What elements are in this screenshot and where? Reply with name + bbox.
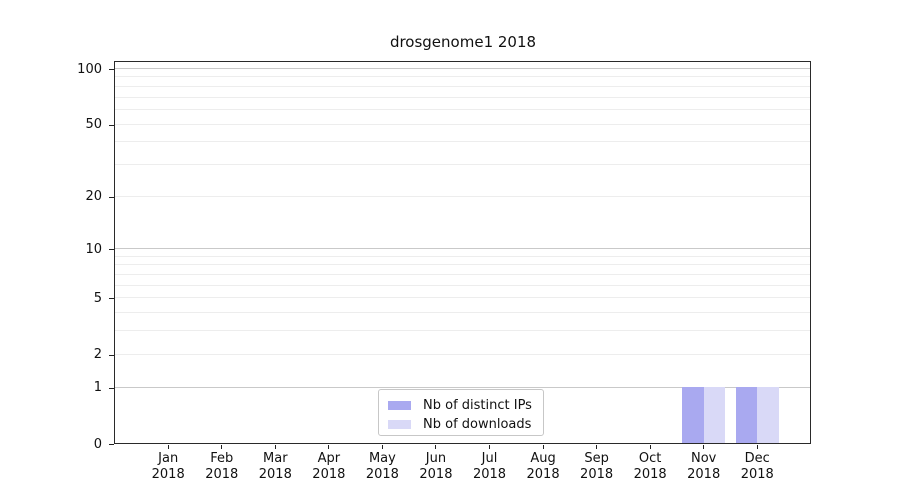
x-tick-label: May 2018 — [350, 451, 414, 483]
x-tick-month: Mar — [263, 451, 288, 466]
x-tick-mark — [274, 445, 276, 449]
legend: Nb of distinct IPs Nb of downloads — [378, 389, 544, 436]
minor-gridline — [115, 284, 810, 286]
x-tick-mark — [542, 445, 544, 449]
x-tick-month: Nov — [691, 451, 717, 466]
x-tick-mark — [328, 445, 330, 449]
y-tick-mark — [109, 444, 114, 445]
x-tick-label: Sep 2018 — [565, 451, 629, 483]
x-tick-year: 2018 — [580, 467, 614, 482]
x-tick-year: 2018 — [258, 467, 292, 482]
x-tick-year: 2018 — [687, 467, 721, 482]
bar-distinct-ips — [682, 386, 704, 443]
legend-label: Nb of downloads — [423, 417, 532, 432]
y-tick-label: 2 — [93, 347, 102, 363]
x-tick-mark — [167, 445, 169, 449]
major-gridline — [115, 248, 810, 250]
y-tick-label: 0 — [93, 436, 102, 452]
x-tick-year: 2018 — [365, 467, 399, 482]
x-tick-mark — [596, 445, 598, 449]
x-tick-year: 2018 — [633, 467, 667, 482]
x-tick-label: Feb 2018 — [190, 451, 254, 483]
x-tick-mark — [703, 445, 705, 449]
x-tick-month: May — [368, 451, 396, 466]
minor-gridline — [115, 353, 810, 355]
x-tick-month: Dec — [744, 451, 770, 466]
x-tick-month: Oct — [638, 451, 662, 466]
x-tick-label: Oct 2018 — [618, 451, 682, 483]
y-tick-label: 10 — [85, 241, 102, 257]
y-tick-label: 20 — [85, 189, 102, 205]
minor-gridline — [115, 297, 810, 299]
x-tick-label: Jan 2018 — [136, 451, 200, 483]
legend-item: Nb of distinct IPs — [388, 396, 535, 415]
minor-gridline — [115, 264, 810, 266]
minor-gridline — [115, 85, 810, 87]
y-tick-mark — [109, 196, 114, 198]
x-tick-label: Jul 2018 — [458, 451, 522, 483]
x-tick-label: Dec 2018 — [725, 451, 789, 483]
x-tick-mark — [221, 445, 223, 449]
minor-gridline — [115, 195, 810, 197]
minor-gridline — [115, 108, 810, 110]
minor-gridline — [115, 96, 810, 98]
x-tick-year: 2018 — [205, 467, 239, 482]
x-tick-label: Apr 2018 — [297, 451, 361, 483]
x-tick-month: Apr — [317, 451, 341, 466]
x-tick-mark — [756, 445, 758, 449]
x-tick-month: Jul — [481, 451, 498, 466]
x-tick-month: Feb — [210, 451, 234, 466]
y-tick-mark — [109, 354, 114, 356]
y-tick-label: 50 — [85, 117, 102, 133]
plot-area — [114, 61, 811, 444]
legend-item: Nb of downloads — [388, 415, 535, 434]
x-tick-month: Jan — [158, 451, 179, 466]
x-tick-month: Sep — [584, 451, 609, 466]
y-tick-label: 1 — [93, 380, 102, 396]
minor-gridline — [115, 163, 810, 165]
x-tick-mark — [381, 445, 383, 449]
x-tick-month: Aug — [530, 451, 556, 466]
bar-downloads — [703, 386, 726, 443]
y-tick-mark — [109, 298, 114, 300]
minor-gridline — [115, 312, 810, 314]
y-tick-mark — [109, 387, 114, 389]
minor-gridline — [115, 274, 810, 276]
x-tick-year: 2018 — [151, 467, 185, 482]
minor-gridline — [115, 141, 810, 143]
bar-downloads — [757, 386, 779, 443]
x-tick-label: Jun 2018 — [404, 451, 468, 483]
y-tick-label: 5 — [93, 290, 102, 306]
x-tick-label: Mar 2018 — [243, 451, 307, 483]
minor-gridline — [115, 123, 810, 125]
x-tick-month: Jun — [425, 451, 447, 466]
x-tick-label: Aug 2018 — [511, 451, 575, 483]
minor-gridline — [115, 330, 810, 332]
chart-title: drosgenome1 2018 — [389, 33, 537, 51]
x-tick-year: 2018 — [740, 467, 774, 482]
minor-gridline — [115, 255, 810, 257]
y-tick-mark — [109, 124, 114, 126]
legend-label: Nb of distinct IPs — [423, 398, 532, 413]
y-tick-mark — [109, 69, 114, 70]
x-tick-label: Nov 2018 — [672, 451, 736, 483]
major-gridline — [115, 386, 810, 388]
bar-distinct-ips — [735, 386, 758, 443]
legend-swatch-distinct-ips — [388, 401, 411, 410]
x-tick-year: 2018 — [526, 467, 560, 482]
y-tick-mark — [109, 249, 114, 251]
x-tick-year: 2018 — [312, 467, 346, 482]
y-tick-label: 100 — [77, 61, 102, 77]
x-tick-mark — [489, 445, 490, 449]
x-tick-year: 2018 — [419, 467, 453, 482]
legend-swatch-downloads — [388, 420, 411, 429]
x-tick-mark — [649, 445, 651, 449]
x-tick-mark — [435, 445, 437, 449]
major-gridline — [115, 68, 810, 69]
x-tick-year: 2018 — [472, 467, 507, 482]
minor-gridline — [115, 76, 810, 78]
